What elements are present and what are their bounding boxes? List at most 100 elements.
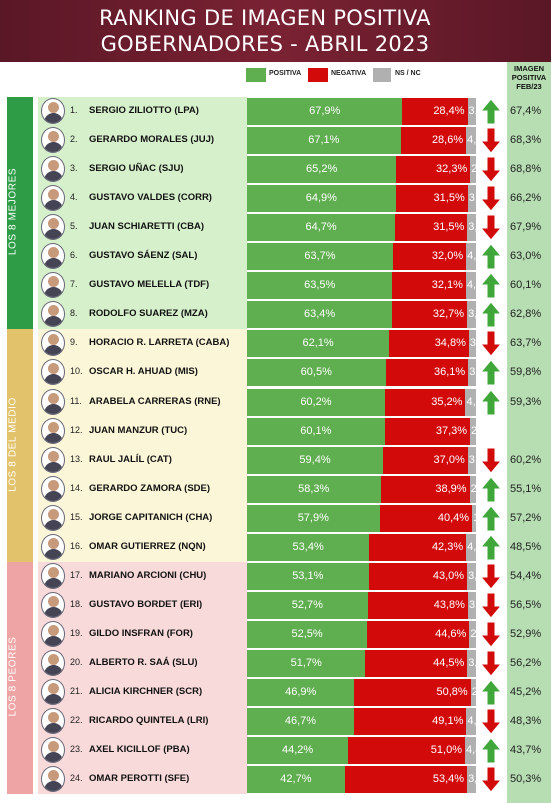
avatar: [41, 301, 65, 328]
group-row-background: [38, 97, 247, 330]
trend-down-arrow-icon: [480, 563, 502, 590]
avatar-head: [48, 276, 59, 288]
avatar-head: [48, 479, 59, 491]
bar-negativa: 37,3%: [384, 417, 471, 445]
avatar-body: [44, 403, 63, 414]
previous-value: 59,8%: [510, 366, 542, 379]
governor-name: ALICIA KIRCHNER (SCR): [89, 686, 203, 697]
previous-value: 67,9%: [510, 221, 542, 234]
avatar-head: [48, 741, 59, 753]
trend-up-arrow-icon: [480, 504, 502, 532]
bar-nsnc: 4,3: [466, 533, 476, 561]
avatar-body: [44, 548, 63, 559]
governor-name: AXEL KICILLOF (PBA): [89, 744, 190, 756]
bar-positiva: 60,1%: [247, 417, 385, 445]
avatar-head: [48, 421, 59, 433]
bar-negativa: 36,1%: [385, 359, 469, 387]
bar-negativa: 43,0%: [368, 562, 468, 590]
bar-positiva: 63,5%: [247, 272, 393, 300]
avatar-head: [48, 305, 59, 317]
avatar: [41, 272, 65, 299]
avatar: [41, 562, 65, 589]
chart-title-line-2: GOBERNADORES - ABRIL 2023: [100, 32, 430, 56]
bar-nsnc: 4,3: [466, 243, 476, 271]
avatar-head: [48, 683, 59, 694]
bar-nsnc: 4,2: [466, 708, 476, 736]
bar-positiva: 62,1%: [247, 330, 390, 358]
avatar-body: [44, 171, 63, 182]
avatar-head: [48, 392, 59, 404]
bar-positiva: 51,7%: [247, 649, 366, 677]
avatar-body: [44, 635, 63, 646]
bar-nsnc: 3,5: [467, 591, 476, 619]
bar-nsnc: 2,5: [470, 156, 476, 184]
bar-nsnc: 3,8: [467, 214, 476, 242]
avatar-head: [48, 537, 59, 549]
bar-negativa: 28,6%: [400, 127, 467, 155]
trend-down-arrow-icon: [480, 592, 502, 619]
bar-positiva: 46,7%: [247, 708, 354, 736]
governor-name: JUAN MANZUR (TUC): [89, 424, 188, 436]
avatar: [41, 649, 65, 676]
rank-label: 10.: [70, 366, 83, 377]
rank-label: 20.: [70, 656, 83, 667]
bar-positiva: 64,9%: [247, 185, 396, 213]
avatar: [41, 620, 65, 647]
trend-up-arrow-icon: [480, 243, 502, 270]
trend-down-arrow-icon: [480, 127, 502, 154]
trend-down-arrow-icon: [480, 330, 502, 358]
previous-value: 45,2%: [510, 686, 542, 698]
bar-negativa: 28,4%: [402, 98, 468, 126]
rank-label: 2.: [70, 134, 78, 145]
avatar: [41, 475, 65, 502]
trend-down-arrow-icon: [480, 621, 502, 648]
trend-down-arrow-icon: [480, 650, 502, 677]
avatar-body: [44, 664, 63, 675]
avatar-body: [44, 113, 63, 123]
avatar: [41, 737, 65, 764]
group-label: LOS 8 DEL MEDIO: [7, 396, 19, 492]
previous-value: 43,7%: [510, 744, 542, 757]
group-row-background: [38, 329, 247, 562]
previous-value: 55,1%: [510, 482, 542, 495]
previous-column: [507, 96, 551, 803]
legend-swatch-negativa: [308, 68, 328, 82]
rank-label: 19.: [70, 627, 83, 638]
bar-negativa: 35,2%: [384, 388, 466, 416]
governor-name: OMAR PEROTTI (SFE): [89, 773, 190, 785]
bar-positiva: 53,4%: [247, 533, 370, 561]
bar-negativa: 31,5%: [395, 185, 468, 213]
bar-negativa: 38,9%: [380, 475, 470, 503]
rank-label: 4.: [70, 192, 78, 203]
bar-negativa: 31,5%: [395, 214, 468, 242]
governor-name: RODOLFO SUAREZ (MZA): [89, 308, 208, 320]
trend-up-arrow-icon: [480, 737, 502, 764]
bar-nsnc: 2,8: [469, 475, 476, 503]
trend-down-arrow-icon: [480, 766, 502, 793]
avatar-head: [48, 189, 59, 201]
avatar-body: [44, 723, 63, 734]
rank-label: 3.: [70, 163, 78, 174]
governor-name: RAUL JALÍL (CAT): [89, 453, 172, 465]
avatar: [41, 243, 65, 270]
bar-negativa: 50,8%: [354, 679, 471, 707]
avatar: [41, 417, 65, 444]
avatar: [41, 533, 65, 560]
legend-swatch-nsnc: [373, 68, 391, 82]
trend-up-arrow-icon: [480, 388, 502, 415]
governor-name: OMAR GUTIERREZ (NQN): [89, 540, 206, 552]
bar-positiva: 52,7%: [247, 591, 368, 619]
previous-value: 50,3%: [510, 773, 542, 786]
bar-nsnc: 3,6: [467, 185, 476, 213]
bar-negativa: 32,0%: [392, 243, 467, 271]
governor-name: RICARDO QUINTELA (LRI): [89, 715, 209, 727]
previous-value: 54,4%: [510, 569, 542, 582]
previous-value: 66,2%: [510, 192, 542, 205]
bar-negativa: 51,0%: [348, 737, 465, 765]
avatar-head: [48, 160, 59, 172]
avatar: [41, 504, 65, 531]
rank-label: 14.: [70, 482, 83, 493]
avatar-body: [44, 781, 63, 792]
legend-label-nsnc: NS / NC: [395, 70, 421, 77]
rank-label: 1.: [70, 105, 78, 115]
